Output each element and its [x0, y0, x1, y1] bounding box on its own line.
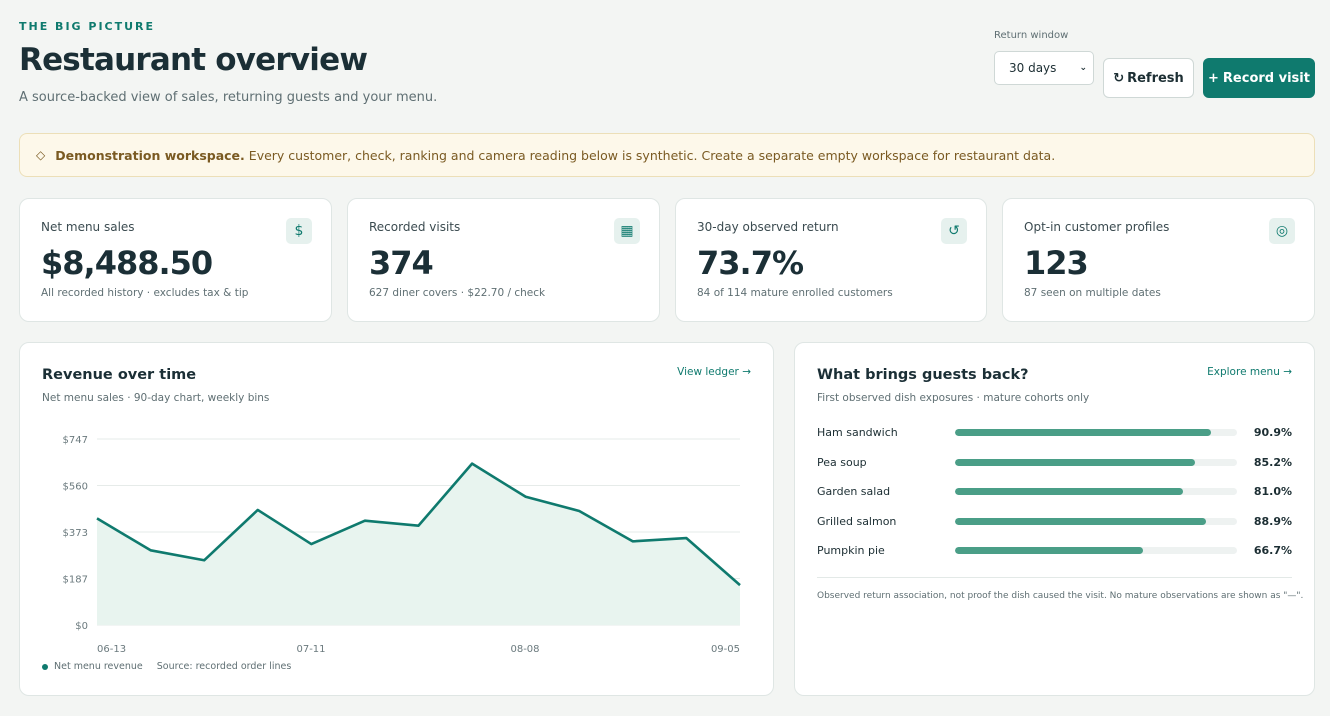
kpi-label: 30-day observed return [697, 220, 839, 234]
diamond-icon: ◇ [36, 148, 46, 162]
page-eyebrow: THE BIG PICTURE [19, 20, 156, 33]
dish-pct: 88.9% [1253, 514, 1292, 528]
y-tick-label: $373 [63, 528, 88, 539]
y-tick-label: $560 [63, 482, 88, 493]
dish-name: Ham sandwich [817, 425, 898, 439]
record-visit-label: Record visit [1222, 70, 1310, 86]
revenue-title: Revenue over time [42, 367, 197, 383]
dish-row: Grilled salmon 88.9% [817, 511, 1292, 531]
y-tick-label: $0 [75, 621, 88, 632]
revenue-area [97, 463, 740, 625]
dish-row: Ham sandwich 90.9% [817, 422, 1292, 442]
return-window-value: 30 days [1009, 61, 1057, 75]
dish-bar-fill [955, 458, 1196, 466]
notice-bold: Demonstration workspace. [55, 147, 245, 163]
guests-back-subtitle: First observed dish exposures · mature c… [817, 392, 1090, 404]
revenue-panel: $747 $560 $373 $187 $0 06-13 07-11 08-08 09-05 R… [19, 342, 774, 696]
page-title: Restaurant overview [19, 42, 368, 78]
demo-notice: ◇ Demonstration workspace. Every custome… [19, 133, 1315, 177]
kpi-value: 123 [1024, 244, 1089, 282]
x-tick-label: 07-11 [296, 644, 325, 655]
explore-menu-link[interactable]: Explore menu → [1207, 366, 1292, 378]
x-tick-label: 08-08 [510, 644, 539, 655]
calendar-icon: ▦ [614, 218, 640, 244]
dish-bar-fill [955, 487, 1184, 495]
dish-pct: 81.0% [1253, 484, 1292, 498]
chart-legend: Net menu revenue Source: recorded order … [42, 661, 291, 672]
legend-dot [42, 663, 48, 670]
kpi-value: $8,488.50 [41, 244, 213, 282]
kpi-card-recorded-visits: Recorded visits 374 627 diner covers · $… [347, 198, 660, 322]
revenue-subtitle: Net menu sales · 90-day chart, weekly bi… [42, 392, 270, 404]
dish-bar-track [955, 458, 1237, 466]
guests-back-panel: What brings guests back? First observed … [794, 342, 1315, 696]
notice-text: Every customer, check, ranking and camer… [248, 147, 1056, 163]
dish-row: Garden salad 81.0% [817, 481, 1292, 501]
page-subtitle: A source-backed view of sales, returning… [19, 90, 438, 105]
x-tick-label: 06-13 [97, 644, 126, 655]
view-ledger-link[interactable]: View ledger → [677, 366, 751, 378]
chevron-down-icon: ⌄ [1079, 63, 1087, 73]
dish-pct: 90.9% [1253, 425, 1292, 439]
guests-back-title: What brings guests back? [817, 367, 1029, 383]
divider [817, 577, 1292, 578]
dish-bar-track [955, 546, 1237, 554]
kpi-sub: 87 seen on multiple dates [1024, 287, 1161, 299]
y-tick-label: $187 [63, 575, 88, 586]
dish-bar-track [955, 428, 1237, 436]
dish-pct: 66.7% [1253, 543, 1292, 557]
kpi-label: Net menu sales [41, 220, 135, 234]
refresh-button[interactable]: ↻ Refresh [1103, 58, 1194, 98]
dish-bar-track [955, 487, 1237, 495]
dish-bar-fill [955, 428, 1212, 436]
return-window-select[interactable]: 30 days ⌄ [994, 51, 1094, 85]
dish-row: Pea soup 85.2% [817, 452, 1292, 472]
return-window-label: Return window [994, 30, 1069, 41]
dish-name: Grilled salmon [817, 514, 897, 528]
y-tick-label: $747 [63, 435, 88, 446]
kpi-card-observed-return: 30-day observed return 73.7% 84 of 114 m… [675, 198, 987, 322]
kpi-value: 374 [369, 244, 434, 282]
kpi-sub: 84 of 114 mature enrolled customers [697, 287, 893, 299]
refresh-icon: ↻ [1113, 70, 1125, 86]
revenue-chart: $747 $560 $373 $187 $0 06-13 07-11 08-08 09-05 [63, 435, 741, 655]
kpi-label: Recorded visits [369, 220, 461, 234]
record-visit-button[interactable]: + Record visit [1203, 58, 1315, 98]
return-icon: ↺ [941, 218, 967, 244]
kpi-value: 73.7% [697, 244, 804, 282]
refresh-label: Refresh [1127, 70, 1184, 86]
dollar-icon: $ [286, 218, 312, 244]
dish-bar-fill [955, 517, 1206, 525]
kpi-sub: All recorded history · excludes tax & ti… [41, 287, 249, 299]
kpi-sub: 627 diner covers · $22.70 / check [369, 287, 546, 299]
dish-bar-fill [955, 546, 1144, 554]
dish-name: Garden salad [817, 484, 891, 498]
dish-pct: 85.2% [1253, 455, 1292, 469]
kpi-card-net-sales: Net menu sales $8,488.50 All recorded hi… [19, 198, 332, 322]
dish-row: Pumpkin pie 66.7% [817, 540, 1292, 560]
dish-name: Pumpkin pie [817, 543, 885, 557]
chart-source: Source: recorded order lines [156, 661, 292, 672]
dish-name: Pea soup [817, 455, 867, 469]
guests-back-footnote: Observed return association, not proof t… [817, 591, 1304, 601]
plus-icon: + [1208, 70, 1219, 86]
profile-icon: ◎ [1269, 218, 1295, 244]
kpi-card-customer-profiles: Opt-in customer profiles 123 87 seen on … [1002, 198, 1315, 322]
x-tick-label: 09-05 [711, 644, 740, 655]
kpi-label: Opt-in customer profiles [1024, 220, 1170, 234]
dish-bar-track [955, 517, 1237, 525]
legend-label: Net menu revenue [54, 661, 143, 672]
